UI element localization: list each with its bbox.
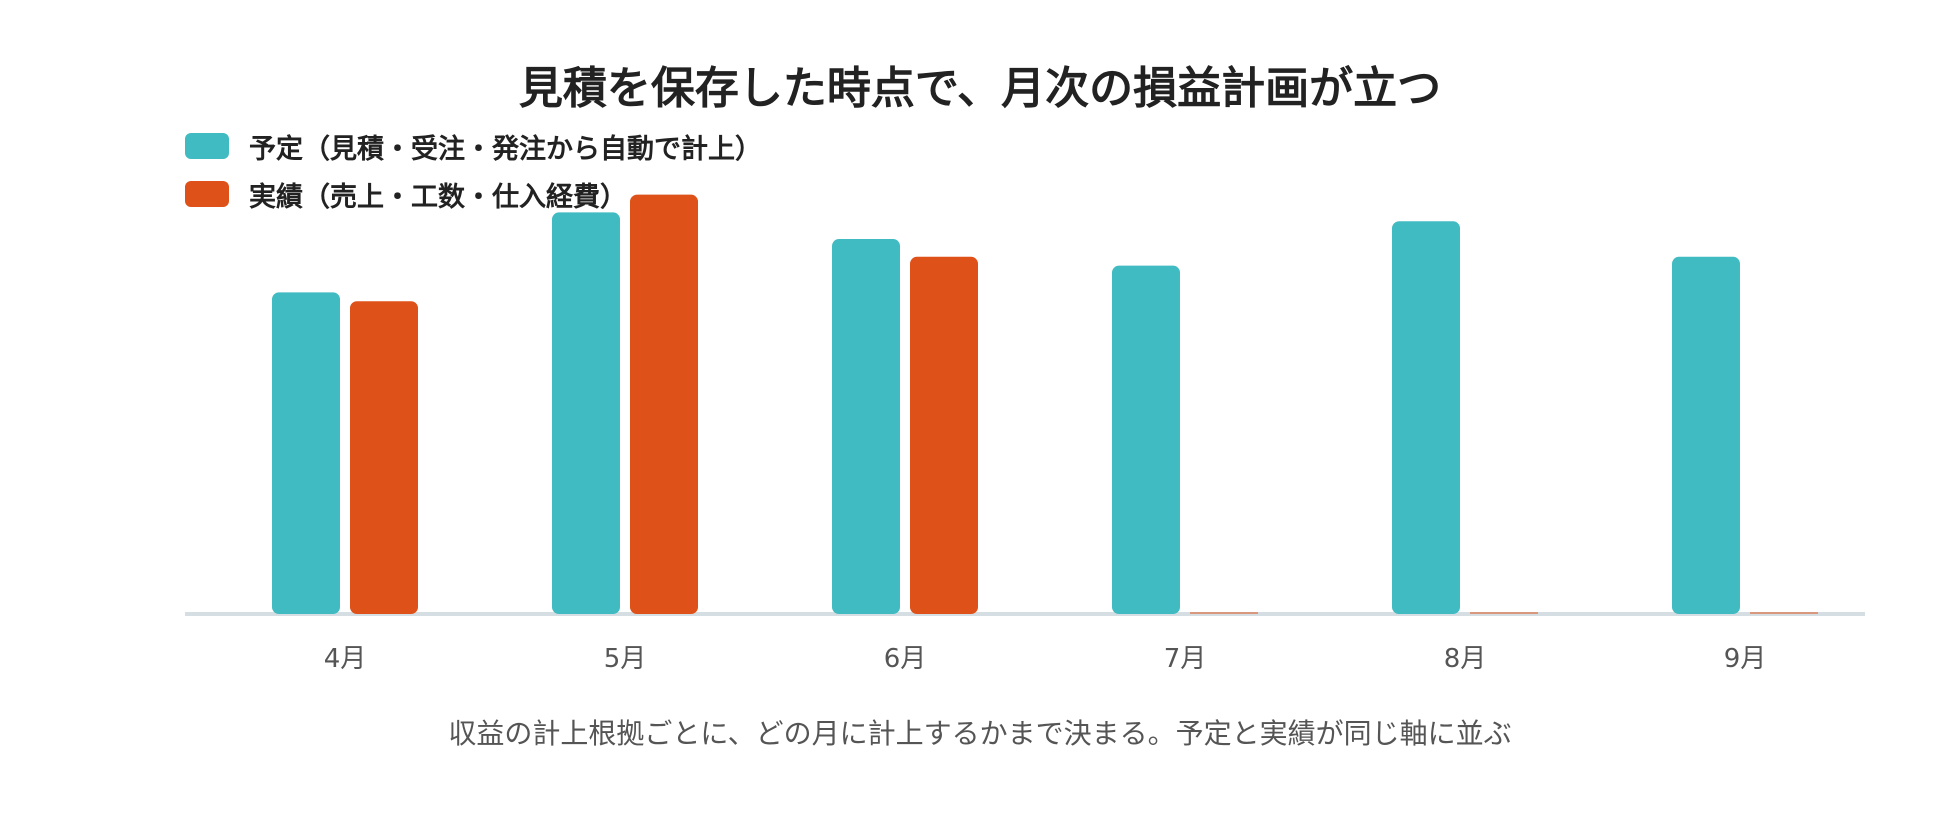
legend: 予定（見積・受注・発注から自動で計上） 実績（売上・工数・仕入経費） [185,122,762,218]
bar-series1-0 [350,301,418,614]
bar-series1-2 [910,256,978,614]
x-tick-label-2: 6月 [884,644,927,674]
bar-series0-0 [272,292,340,614]
bar-series1-5-zero [1750,612,1818,614]
chart-caption: 収益の計上根拠ごとに、どの月に計上するかまで決まる。予定と実績が同じ軸に並ぶ [448,717,1512,750]
x-tick-label-5: 9月 [1724,644,1767,674]
bar-series1-3-zero [1190,612,1258,614]
legend-item-plan: 予定（見積・受注・発注から自動で計上） [185,122,762,170]
x-tick-label-0: 4月 [324,644,367,674]
x-tick-label-4: 8月 [1444,644,1487,674]
bar-series1-4-zero [1470,612,1538,614]
bar-series0-3 [1112,265,1180,614]
x-tick-label-3: 7月 [1164,644,1207,674]
bar-series1-1 [630,194,698,614]
x-tick-label-1: 5月 [604,644,647,674]
bar-series0-5 [1672,256,1740,614]
legend-swatch-actual [185,181,229,207]
bar-series0-2 [832,239,900,615]
legend-item-actual: 実績（売上・工数・仕入経費） [185,170,762,218]
bar-series0-4 [1392,221,1460,614]
x-axis-line [185,612,1865,616]
legend-label-actual: 実績（売上・工数・仕入経費） [249,181,627,213]
bar-series0-1 [552,212,620,614]
legend-label-plan: 予定（見積・受注・発注から自動で計上） [249,133,762,165]
legend-swatch-plan [185,133,229,159]
chart-title: 見積を保存した時点で、月次の損益計画が立つ [518,63,1442,114]
